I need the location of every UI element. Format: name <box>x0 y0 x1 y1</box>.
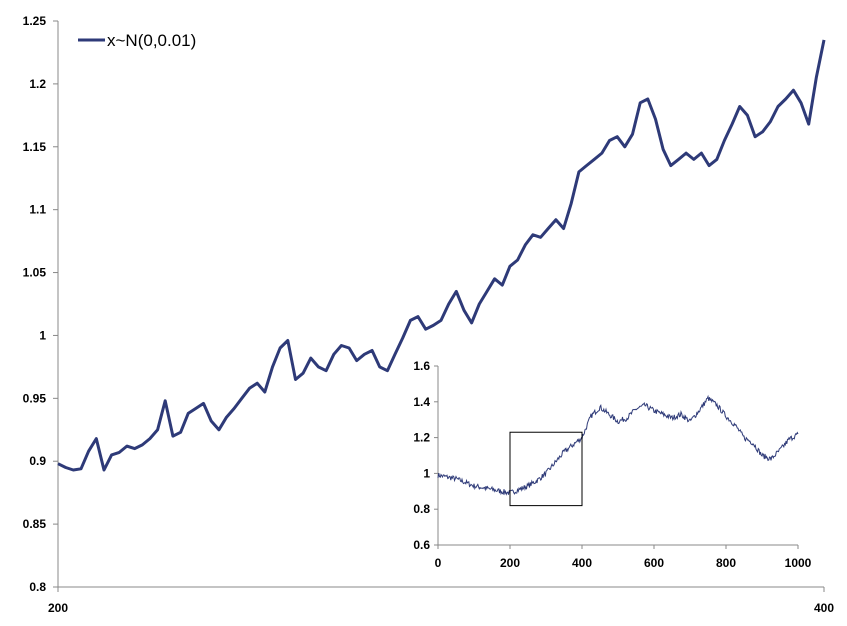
legend-label: x~N(0,0.01) <box>107 31 196 50</box>
inset-x-tick-label: 600 <box>644 556 664 570</box>
inset-x-tick-label: 0 <box>435 556 442 570</box>
inset-x-tick-label: 800 <box>716 556 736 570</box>
y-tick-label: 0.95 <box>23 391 47 405</box>
x-tick-label: 200 <box>48 601 68 615</box>
inset-y-tick-label: 1.2 <box>413 431 430 445</box>
inset-highlight-box <box>509 431 583 507</box>
y-tick-label: 0.85 <box>23 517 47 531</box>
y-tick-label: 1.2 <box>29 77 46 91</box>
inset-y-tick-label: 0.6 <box>413 538 430 552</box>
y-tick-label: 0.9 <box>29 454 46 468</box>
inset-y-tick-label: 1 <box>423 466 430 480</box>
y-tick-label: 1.25 <box>23 14 47 28</box>
inset-x-tick-label: 200 <box>500 556 520 570</box>
main-plot: 0.8 0.85 0.9 0.95 1 1.05 1.1 1.15 1.2 1.25 200 400 <box>23 14 835 615</box>
inset-y-tick-label: 1.4 <box>413 395 430 409</box>
y-tick-label: 0.8 <box>29 580 46 594</box>
inset-plot: 0.6 0.8 1 1.2 1.4 1.6 0 200 400 600 800 1000 <box>413 359 811 570</box>
legend: x~N(0,0.01) <box>78 31 196 50</box>
inset-y-tick-label: 1.6 <box>413 359 430 373</box>
y-tick-label: 1.05 <box>23 266 47 280</box>
y-tick-label: 1 <box>39 328 46 342</box>
y-tick-label: 1.15 <box>23 140 47 154</box>
series-line-inset <box>437 394 799 496</box>
x-tick-label: 400 <box>814 601 834 615</box>
inset-x-tick-label: 1000 <box>785 556 812 570</box>
inset-y-tick-label: 0.8 <box>413 502 430 516</box>
series-line-main <box>57 39 826 472</box>
inset-x-tick-label: 400 <box>572 556 592 570</box>
y-tick-label: 1.1 <box>29 203 46 217</box>
